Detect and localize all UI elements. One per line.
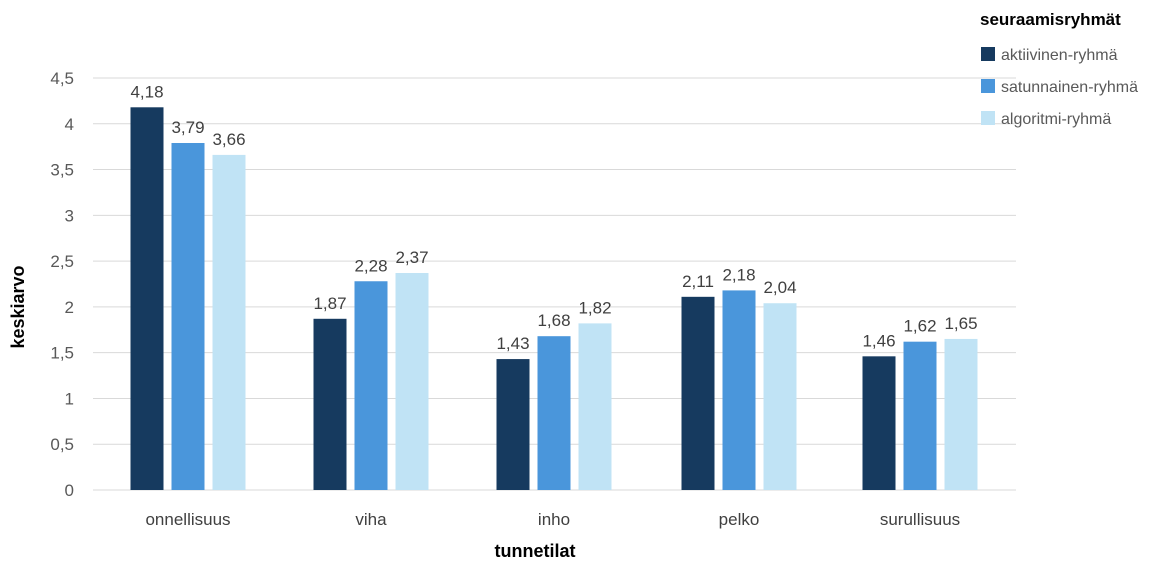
legend-swatch	[981, 79, 995, 93]
data-label: 1,82	[578, 298, 611, 317]
bar	[354, 281, 388, 490]
data-label: 1,87	[313, 294, 346, 313]
x-tick-label: onnellisuus	[145, 510, 230, 529]
x-axis-ticks: onnellisuus viha inho pelko surullisuus	[145, 510, 960, 529]
bar	[171, 143, 205, 490]
bar	[763, 303, 797, 490]
y-axis-ticks: 0 0,5 1 1,5 2 2,5 3 3,5 4 4,5	[50, 69, 74, 500]
legend-swatch	[981, 111, 995, 125]
x-axis-title: tunnetilat	[495, 541, 576, 561]
legend-label: aktiivinen-ryhmä	[1001, 47, 1118, 64]
bar	[496, 359, 530, 490]
legend-label: satunnainen-ryhmä	[1001, 79, 1138, 96]
x-tick-label: surullisuus	[880, 510, 960, 529]
bar	[722, 290, 756, 490]
bar	[313, 318, 347, 490]
data-labels: 4,18 3,79 3,66 1,87 2,28 2,37 1,43 1,68 1,82 2,11…	[130, 82, 977, 353]
bar	[130, 107, 164, 490]
y-tick-label: 0	[65, 481, 74, 500]
data-label: 2,11	[682, 272, 714, 291]
data-label: 3,66	[212, 130, 245, 149]
legend-label: algoritmi-ryhmä	[1001, 111, 1111, 128]
legend-title: seuraamisryhmät	[980, 10, 1121, 29]
data-label: 2,37	[395, 248, 428, 267]
gridlines	[93, 77, 1016, 491]
x-tick-label: viha	[355, 510, 387, 529]
data-label: 3,79	[171, 118, 204, 137]
y-tick-label: 2,5	[50, 252, 74, 271]
data-label: 2,28	[354, 256, 387, 275]
bar	[537, 336, 571, 490]
y-tick-label: 4,5	[50, 69, 74, 88]
y-tick-label: 0,5	[50, 435, 74, 454]
y-tick-label: 1	[65, 389, 74, 408]
bar	[578, 323, 612, 490]
x-tick-label: inho	[538, 510, 570, 529]
bar	[681, 296, 715, 490]
bar	[944, 338, 978, 490]
legend: seuraamisryhmät aktiivinen-ryhmä satunnai…	[980, 10, 1138, 128]
data-label: 1,65	[944, 314, 977, 333]
data-label: 2,18	[722, 265, 755, 284]
data-label: 1,43	[496, 334, 529, 353]
data-label: 1,46	[862, 331, 895, 350]
y-tick-label: 3	[65, 206, 74, 225]
y-tick-label: 3,5	[50, 161, 74, 180]
data-label: 4,18	[130, 82, 163, 101]
bar	[395, 273, 429, 490]
bar	[212, 154, 246, 490]
bar	[862, 356, 896, 490]
data-label: 1,62	[903, 317, 936, 336]
y-axis-title: keskiarvo	[8, 265, 28, 348]
bars	[130, 107, 978, 490]
legend-swatch	[981, 47, 995, 61]
data-label: 1,68	[537, 311, 570, 330]
x-tick-label: pelko	[719, 510, 760, 529]
y-tick-label: 2	[65, 298, 74, 317]
bar	[903, 341, 937, 490]
y-tick-label: 4	[65, 115, 74, 134]
data-label: 2,04	[763, 278, 796, 297]
y-tick-label: 1,5	[50, 344, 74, 363]
